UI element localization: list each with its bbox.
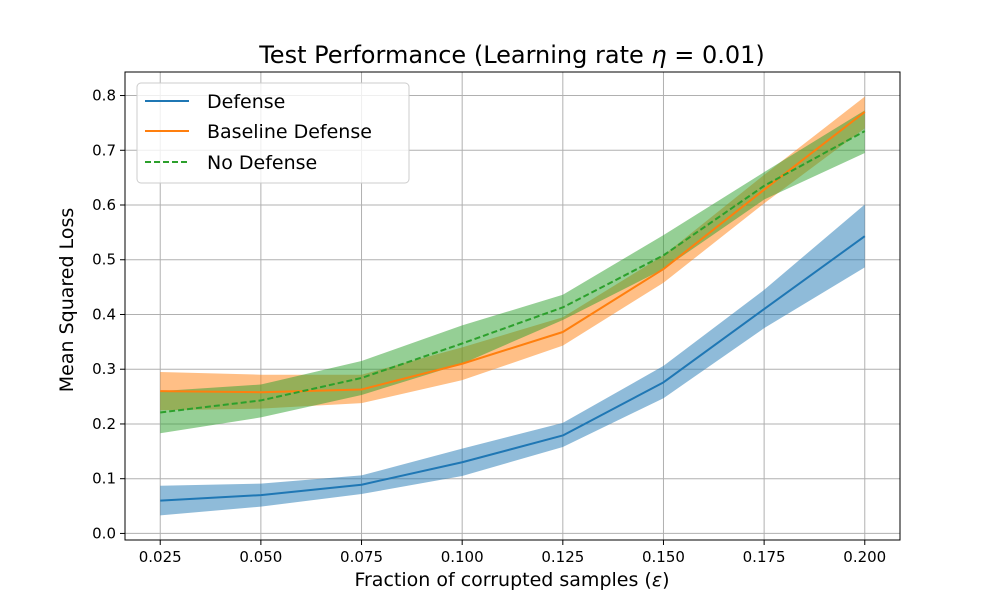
- x-tick-label: 0.200: [843, 548, 886, 566]
- y-tick-label: 0.6: [92, 196, 116, 214]
- y-tick-label: 0.0: [92, 524, 116, 542]
- plot-frame: [124, 71, 901, 541]
- line-defense: [160, 235, 866, 502]
- x-axis-label: Fraction of corrupted samples (ε): [354, 569, 669, 591]
- y-tick-label: 0.5: [92, 251, 116, 269]
- x-tick-label: 0.075: [340, 548, 383, 566]
- line-baseline-defense: [160, 111, 866, 394]
- x-tick-label: 0.100: [441, 548, 484, 566]
- legend-label-defense: Defense: [207, 91, 285, 113]
- y-tick-label: 0.2: [92, 415, 116, 433]
- y-axis-label: Mean Squared Loss: [56, 208, 78, 392]
- chart-title: Test Performance (Learning rate η = 0.01…: [258, 41, 765, 69]
- y-tick-label: 0.8: [92, 87, 116, 105]
- line-no-defense: [160, 130, 866, 414]
- series-lines: [160, 111, 866, 502]
- x-tick-label: 0.025: [139, 548, 182, 566]
- x-tick-label: 0.175: [743, 548, 786, 566]
- legend-box: [136, 82, 410, 184]
- band-no-defense: [160, 110, 865, 434]
- legend-label-baseline-defense: Baseline Defense: [207, 121, 372, 143]
- x-tick-label: 0.050: [239, 548, 282, 566]
- legend-label-no-defense: No Defense: [207, 152, 317, 174]
- y-tick-label: 0.3: [92, 360, 116, 378]
- band-defense: [160, 204, 865, 516]
- legend: Defense Baseline Defense No Defense: [136, 82, 410, 184]
- x-tick-label: 0.125: [541, 548, 584, 566]
- y-tick-label: 0.7: [92, 141, 116, 159]
- x-tick-label: 0.150: [642, 548, 685, 566]
- y-tick-label: 0.4: [92, 305, 116, 323]
- y-tick-label: 0.1: [92, 470, 116, 488]
- axis-ticks: 0.025 0.050 0.075 0.100 0.125 0.150 0.175 0.200…: [92, 87, 886, 566]
